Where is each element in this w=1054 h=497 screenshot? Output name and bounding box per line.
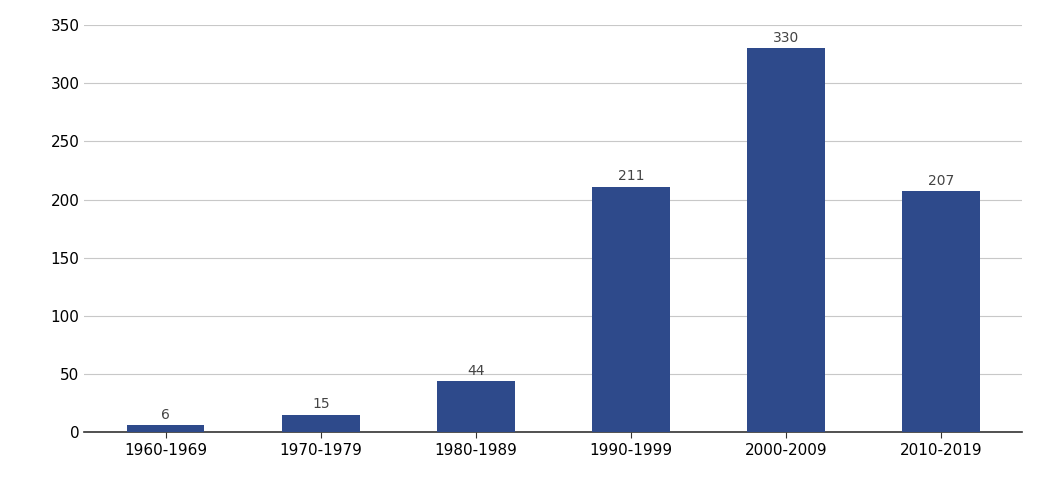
Bar (437, 381, 514, 432)
Bar (592, 187, 669, 432)
Text: 207: 207 (928, 174, 954, 188)
Bar (747, 48, 824, 432)
Bar (282, 415, 359, 432)
Text: 15: 15 (312, 398, 330, 412)
Text: 44: 44 (467, 364, 485, 378)
Bar (126, 425, 204, 432)
Bar (902, 191, 980, 432)
Text: 330: 330 (773, 31, 799, 45)
Text: 211: 211 (618, 169, 644, 183)
Text: 6: 6 (161, 408, 170, 422)
